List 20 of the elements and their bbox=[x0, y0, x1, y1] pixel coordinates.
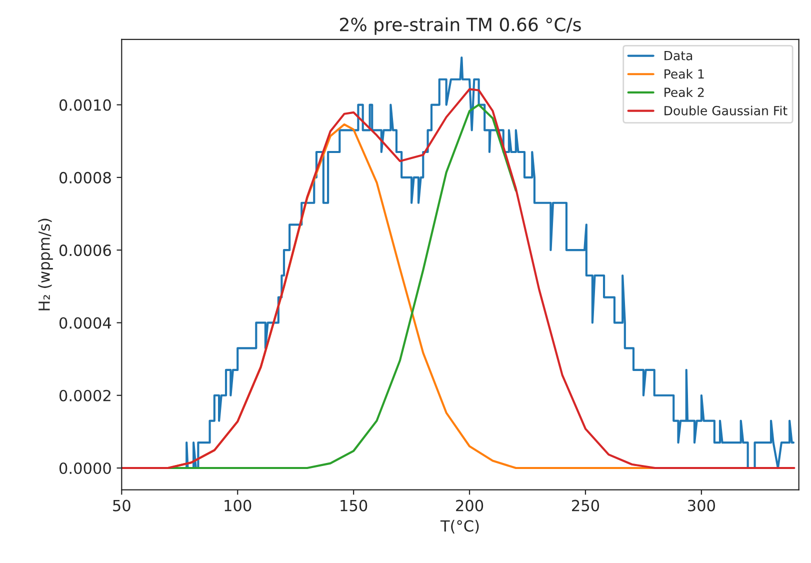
y-tick-label: 0.0008 bbox=[59, 172, 111, 184]
y-tick-label: 0.0004 bbox=[59, 317, 112, 329]
y-tick-label: 0.0000 bbox=[59, 462, 111, 474]
chart-title: 2% pre-strain TM 0.66 °C/s bbox=[340, 17, 581, 35]
legend-label: Data bbox=[664, 51, 692, 60]
legend-label: Double Gaussian Fit bbox=[664, 106, 788, 116]
x-tick-label: 150 bbox=[340, 500, 368, 512]
y-axis-title: H₂ (wppm/s) bbox=[38, 218, 53, 310]
y-tick-label: 0.0010 bbox=[59, 99, 111, 111]
y-tick-label: 0.0006 bbox=[59, 244, 111, 256]
line-series bbox=[122, 88, 796, 470]
x-tick-label: 100 bbox=[224, 500, 252, 512]
legend-label: Peak 2 bbox=[664, 87, 704, 98]
x-tick-label: 200 bbox=[456, 500, 484, 512]
x-tick-label: 250 bbox=[572, 500, 600, 512]
x-tick-label: 50 bbox=[113, 500, 130, 512]
y-tick-label: 0.0002 bbox=[59, 390, 110, 402]
x-tick-label: 300 bbox=[688, 500, 715, 512]
legend-label: Peak 1 bbox=[664, 69, 704, 79]
x-axis-title: T(°C) bbox=[440, 520, 479, 534]
